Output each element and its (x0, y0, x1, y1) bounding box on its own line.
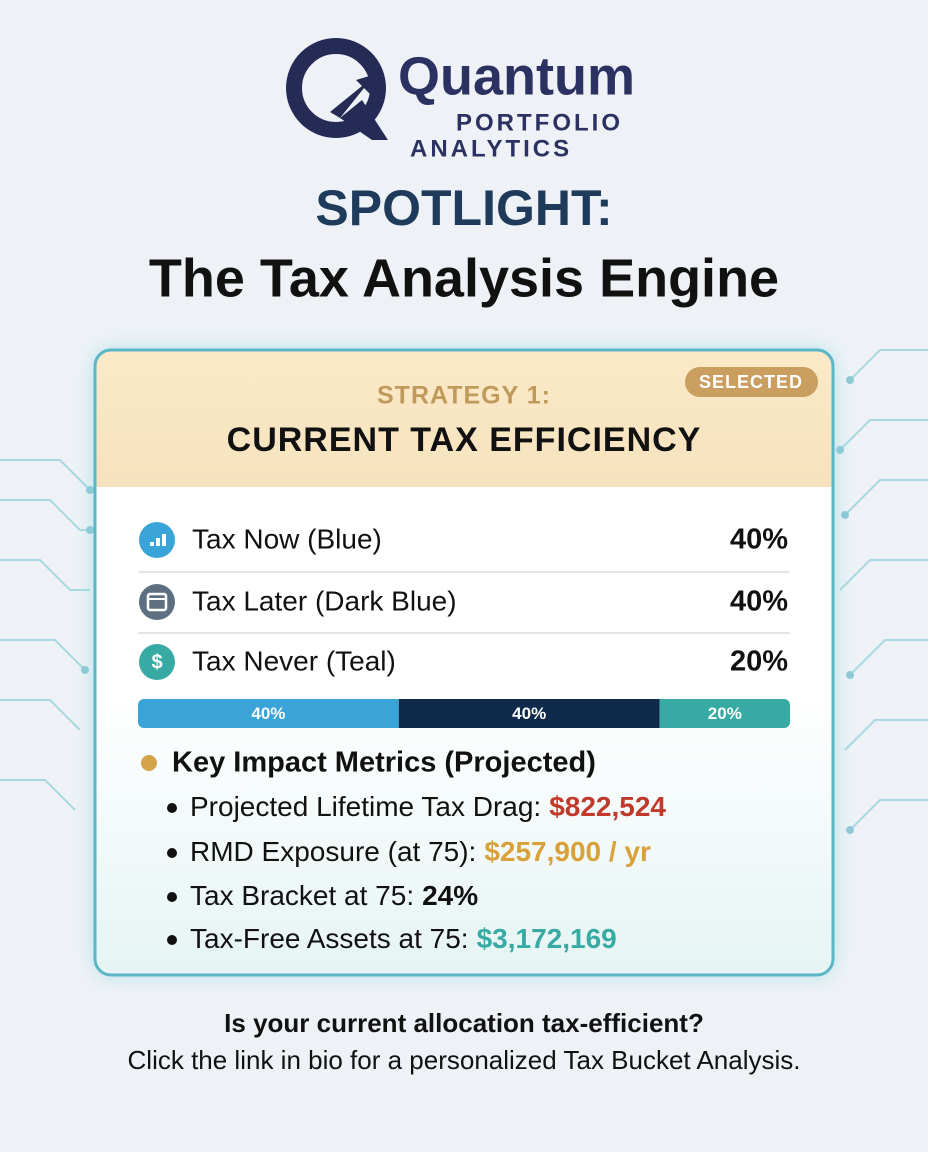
strategy-title: CURRENT TAX EFFICIENCY (227, 421, 702, 459)
row-value: 20% (730, 646, 788, 678)
bar-segment (398, 699, 660, 728)
bar-segment-label: 40% (251, 704, 285, 723)
metric-label: RMD Exposure (at 75): (190, 836, 476, 867)
circuit-lines (0, 349, 928, 831)
eyebrow: SPOTLIGHT: (315, 180, 612, 236)
metric-value: $822,524 (549, 791, 666, 822)
row-icon (139, 584, 175, 620)
metric: RMD Exposure (at 75): $257,900 / yr (190, 836, 651, 867)
bullet (167, 935, 177, 945)
metric-value: $3,172,169 (477, 923, 617, 954)
icon-glyph (146, 592, 168, 612)
metric-value: 24% (422, 880, 478, 911)
logo-mark (286, 38, 388, 140)
row-icon (139, 644, 175, 680)
row-label: Tax Later (Dark Blue) (192, 585, 457, 616)
metric: Tax Bracket at 75: 24% (190, 880, 478, 911)
row-label: Tax Now (Blue) (192, 523, 382, 554)
bar-segments (138, 699, 790, 728)
allocation-rows: Tax Now (Blue) 40% Tax Later (Dark Blue) 40… (139, 522, 788, 680)
metrics: Projected Lifetime Tax Drag: $822,524 RMD … (167, 791, 666, 954)
metrics-heading: Key Impact Metrics (Projected) (172, 747, 596, 779)
icon-glyph (150, 542, 154, 546)
bullet (167, 848, 177, 858)
card (95, 350, 833, 975)
logo-tagline: PORTFOLIO (456, 109, 623, 136)
icon-glyph (156, 538, 160, 546)
metric-label: Tax-Free Assets at 75: (190, 923, 469, 954)
bar-segment-label: 40% (512, 704, 546, 723)
footer-cta: Click the link in bio for a personalized… (128, 1045, 801, 1075)
card-border (93, 348, 835, 977)
metric: Projected Lifetime Tax Drag: $822,524 (190, 791, 666, 822)
strategy-label: STRATEGY 1: (377, 382, 551, 410)
row-value: 40% (730, 524, 788, 556)
title: The Tax Analysis Engine (149, 248, 779, 308)
metric: Tax-Free Assets at 75: $3,172,169 (190, 923, 617, 954)
row-icon-symbol: $ (151, 651, 162, 673)
metric-value: $257,900 / yr (484, 836, 651, 867)
heading-dot (141, 755, 157, 771)
badge (685, 367, 818, 397)
logo-tagline: ANALYTICS (410, 135, 572, 162)
footer-question: Is your current allocation tax-efficient… (224, 1008, 704, 1038)
icon-glyph (162, 534, 166, 546)
metric-label: Tax Bracket at 75: (190, 880, 414, 911)
bullet (167, 803, 177, 813)
metric-label: Projected Lifetime Tax Drag: (190, 791, 541, 822)
bar-segment (138, 699, 399, 728)
bar-segment-label: 20% (708, 704, 742, 723)
circuit-dots (81, 376, 854, 834)
badge-text: SELECTED (699, 372, 803, 392)
bullet (167, 892, 177, 902)
row-label: Tax Never (Teal) (192, 645, 396, 676)
bar-segment (659, 699, 790, 728)
logo-name: Quantum (398, 46, 635, 106)
allocation-bar: 40% 40% 20% (138, 699, 790, 728)
row-value: 40% (730, 586, 788, 618)
